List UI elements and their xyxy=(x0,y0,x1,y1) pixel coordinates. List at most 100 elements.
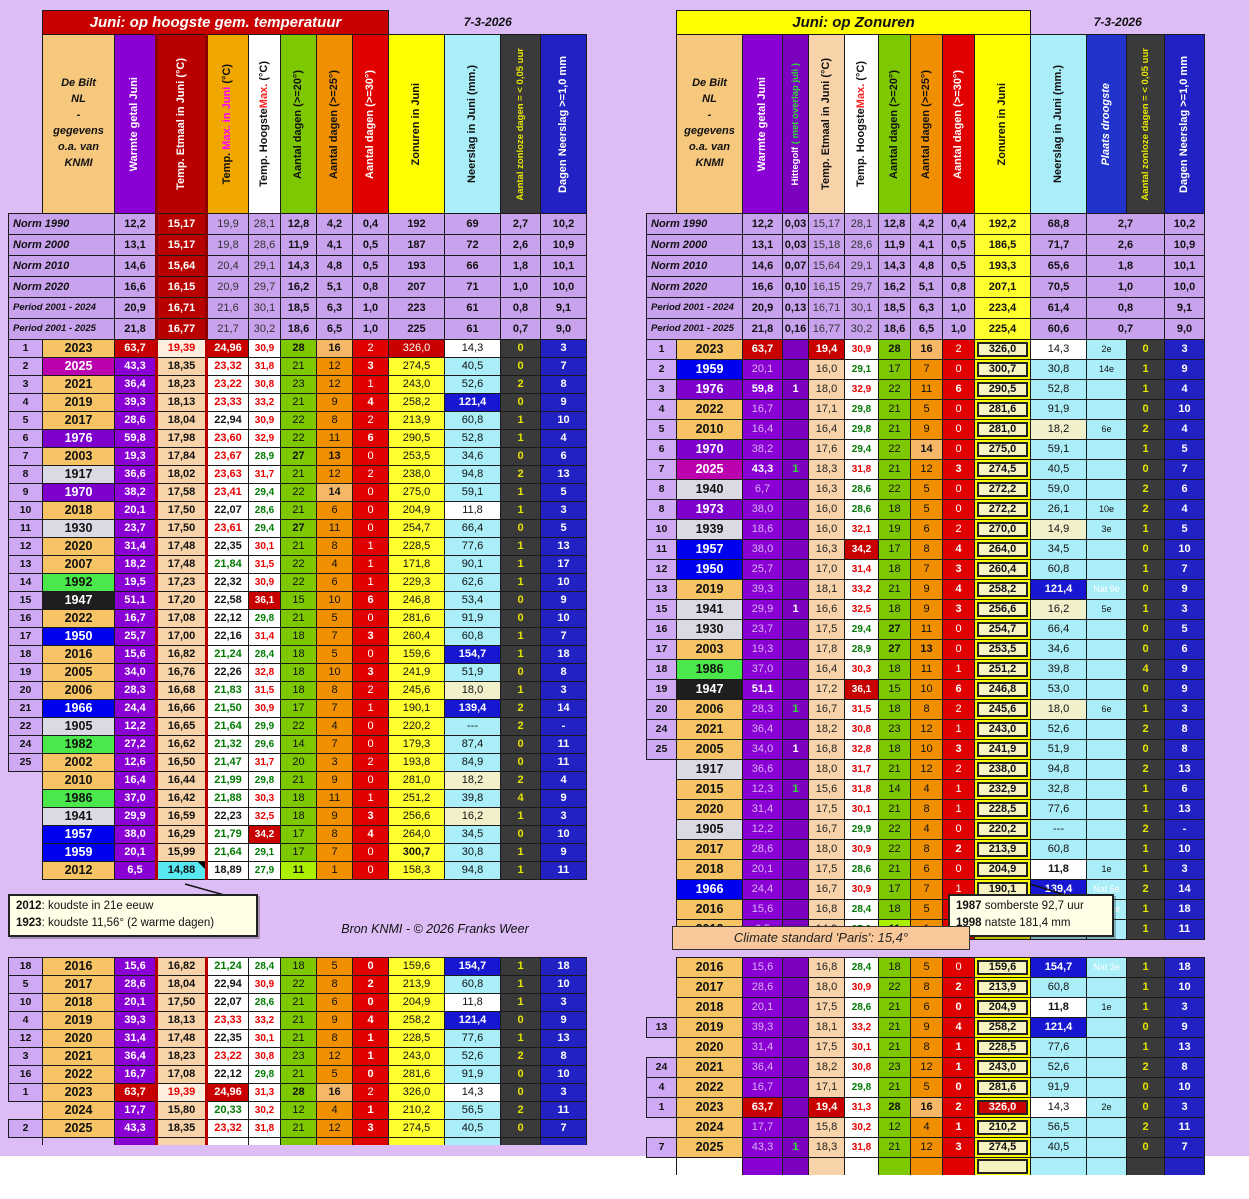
dneer-cell[interactable]: 13 xyxy=(1164,1037,1205,1058)
zonl-cell[interactable]: 281,6 xyxy=(388,1065,445,1084)
zonloos-cell[interactable]: 2 xyxy=(500,465,541,484)
norm-value-cell[interactable]: 13,1 xyxy=(114,234,157,256)
d25-cell[interactable]: 9 xyxy=(316,807,353,826)
warm-cell[interactable]: 36,6 xyxy=(742,759,783,780)
norm-value-cell[interactable]: 29,7 xyxy=(844,276,879,298)
norm-value-cell[interactable]: 30,2 xyxy=(844,318,879,340)
neer-cell[interactable]: 16,2 xyxy=(1030,599,1087,620)
d20-cell[interactable]: 18 xyxy=(878,957,911,978)
rank-cell[interactable]: 2 xyxy=(8,357,43,376)
rank-cell[interactable] xyxy=(647,840,677,860)
neer-cell[interactable]: 14,3 xyxy=(1030,1097,1087,1118)
dneer-cell[interactable]: 3 xyxy=(540,501,587,520)
neer-cell[interactable]: 18,0 xyxy=(444,681,501,700)
dneer-cell[interactable]: 10 xyxy=(540,825,587,844)
year-cell[interactable]: 2002 xyxy=(42,753,115,772)
norm-value-cell[interactable]: 9,0 xyxy=(1164,318,1205,340)
zonloos-cell[interactable]: 2 xyxy=(500,771,541,790)
zonloos-cell[interactable]: 0 xyxy=(500,357,541,376)
etm2-cell[interactable]: 16,6 xyxy=(808,599,845,620)
neer-cell[interactable]: 60,8 xyxy=(1030,977,1087,998)
warm-cell[interactable]: 17,7 xyxy=(742,1117,783,1138)
zonl-cell[interactable]: 290,5 xyxy=(388,429,445,448)
neer-cell[interactable]: 51,9 xyxy=(1030,739,1087,760)
neer-cell[interactable]: 59,1 xyxy=(1030,439,1087,460)
hg-cell[interactable] xyxy=(782,539,809,560)
zonl-cell[interactable] xyxy=(388,1137,445,1145)
zonloos-cell[interactable]: 1 xyxy=(1126,899,1165,920)
year-cell[interactable]: 2021 xyxy=(42,375,115,394)
norm-value-cell[interactable]: 15,17 xyxy=(155,234,208,256)
norm-value-cell[interactable]: 13,1 xyxy=(742,234,783,256)
etm2-cell[interactable]: 18,3 xyxy=(808,1137,845,1158)
d20-cell[interactable]: 22 xyxy=(280,717,317,736)
norm-value-cell[interactable]: 225 xyxy=(388,318,445,340)
hg-cell[interactable] xyxy=(782,819,809,840)
zonloos-cell[interactable]: 2 xyxy=(500,1101,541,1120)
norm-value-cell[interactable]: 10,1 xyxy=(540,255,587,277)
warm-cell[interactable]: 16,7 xyxy=(114,609,157,628)
zonr-cell[interactable] xyxy=(974,1157,1031,1175)
zonloos-cell[interactable]: 0 xyxy=(500,1119,541,1138)
norm-value-cell[interactable]: 193 xyxy=(388,255,445,277)
dneer-cell[interactable]: 18 xyxy=(540,957,587,976)
norm-value-cell[interactable]: 16,77 xyxy=(808,318,845,340)
d30-cell[interactable]: 2 xyxy=(942,699,975,720)
warm-cell[interactable]: 6,7 xyxy=(742,479,783,500)
dneer-cell[interactable]: 8 xyxy=(540,663,587,682)
column-header[interactable]: Aantal dagen (>=30°) xyxy=(942,34,975,214)
column-header[interactable]: Aantal dagen (>=20°) xyxy=(280,34,317,214)
d20-cell[interactable]: 18 xyxy=(280,681,317,700)
year-cell[interactable]: 1930 xyxy=(676,619,743,640)
d25-cell[interactable]: 8 xyxy=(316,825,353,844)
hoog-cell[interactable]: 28,6 xyxy=(844,997,879,1018)
zonl-cell[interactable]: 300,7 xyxy=(388,843,445,862)
tmax-cell[interactable]: 22,32 xyxy=(206,573,249,592)
tmax-cell[interactable]: 18,89 xyxy=(206,861,249,880)
tmax-cell[interactable]: 21,99 xyxy=(206,771,249,790)
etm2-cell[interactable]: 18,2 xyxy=(808,719,845,740)
neer-cell[interactable]: 53,0 xyxy=(1030,679,1087,700)
warm-cell[interactable]: 28,6 xyxy=(114,411,157,430)
d20-cell[interactable]: 21 xyxy=(878,419,911,440)
d25-cell[interactable]: 8 xyxy=(910,839,943,860)
year-cell[interactable]: 1947 xyxy=(42,591,115,610)
d20-cell[interactable]: 21 xyxy=(280,1011,317,1030)
zonl-cell[interactable]: 274,5 xyxy=(388,1119,445,1138)
warm-cell[interactable]: 43,3 xyxy=(742,459,783,480)
rank-cell[interactable]: 24 xyxy=(646,1057,677,1078)
d25-cell[interactable]: 16 xyxy=(316,1083,353,1102)
norm-label[interactable]: Period 2001 - 2025 xyxy=(646,318,743,340)
norm-value-cell[interactable]: 66 xyxy=(444,255,501,277)
neer-cell[interactable]: 121,4 xyxy=(444,393,501,412)
norm-value-cell[interactable]: 70,5 xyxy=(1030,276,1087,298)
plaats-cell[interactable]: 14e xyxy=(1086,359,1127,380)
year-cell[interactable]: 2021 xyxy=(676,1057,743,1078)
hoog-cell[interactable]: 29,8 xyxy=(844,1077,879,1098)
hg-cell[interactable] xyxy=(782,1117,809,1138)
dneer-cell[interactable]: 13 xyxy=(540,1029,587,1048)
d30-cell[interactable]: 0 xyxy=(942,1077,975,1098)
year-cell[interactable]: 1941 xyxy=(42,807,115,826)
norm-value-cell[interactable]: 0,16 xyxy=(782,318,809,340)
dneer-cell[interactable]: 3 xyxy=(1164,859,1205,880)
etm-cell[interactable]: 18,13 xyxy=(155,1011,208,1030)
column-header[interactable]: Temp. HoogsteMax. (°C) xyxy=(844,34,879,214)
zonr-cell[interactable]: 228,5 xyxy=(974,1037,1031,1058)
norm-label[interactable]: Period 2001 - 2024 xyxy=(646,297,743,319)
d25-cell[interactable]: 4 xyxy=(316,1101,353,1120)
zonr-cell[interactable]: 264,0 xyxy=(974,539,1031,560)
dneer-cell[interactable]: 4 xyxy=(540,429,587,448)
rank-cell[interactable]: 13 xyxy=(646,1017,677,1038)
hoog-cell[interactable]: 28,4 xyxy=(844,899,879,920)
plaats-cell[interactable] xyxy=(1086,539,1127,560)
dneer-cell[interactable]: 10 xyxy=(540,573,587,592)
hoog-cell[interactable]: 28,6 xyxy=(248,993,281,1012)
d30-cell[interactable]: 1 xyxy=(352,375,389,394)
norm-value-cell[interactable]: 1,8 xyxy=(500,255,541,277)
norm-value-cell[interactable]: 4,2 xyxy=(910,213,943,235)
dneer-cell[interactable]: 10 xyxy=(1164,1077,1205,1098)
d30-cell[interactable]: 3 xyxy=(942,459,975,480)
d30-cell[interactable]: 1 xyxy=(352,1047,389,1066)
norm-value-cell[interactable]: 61 xyxy=(444,297,501,319)
